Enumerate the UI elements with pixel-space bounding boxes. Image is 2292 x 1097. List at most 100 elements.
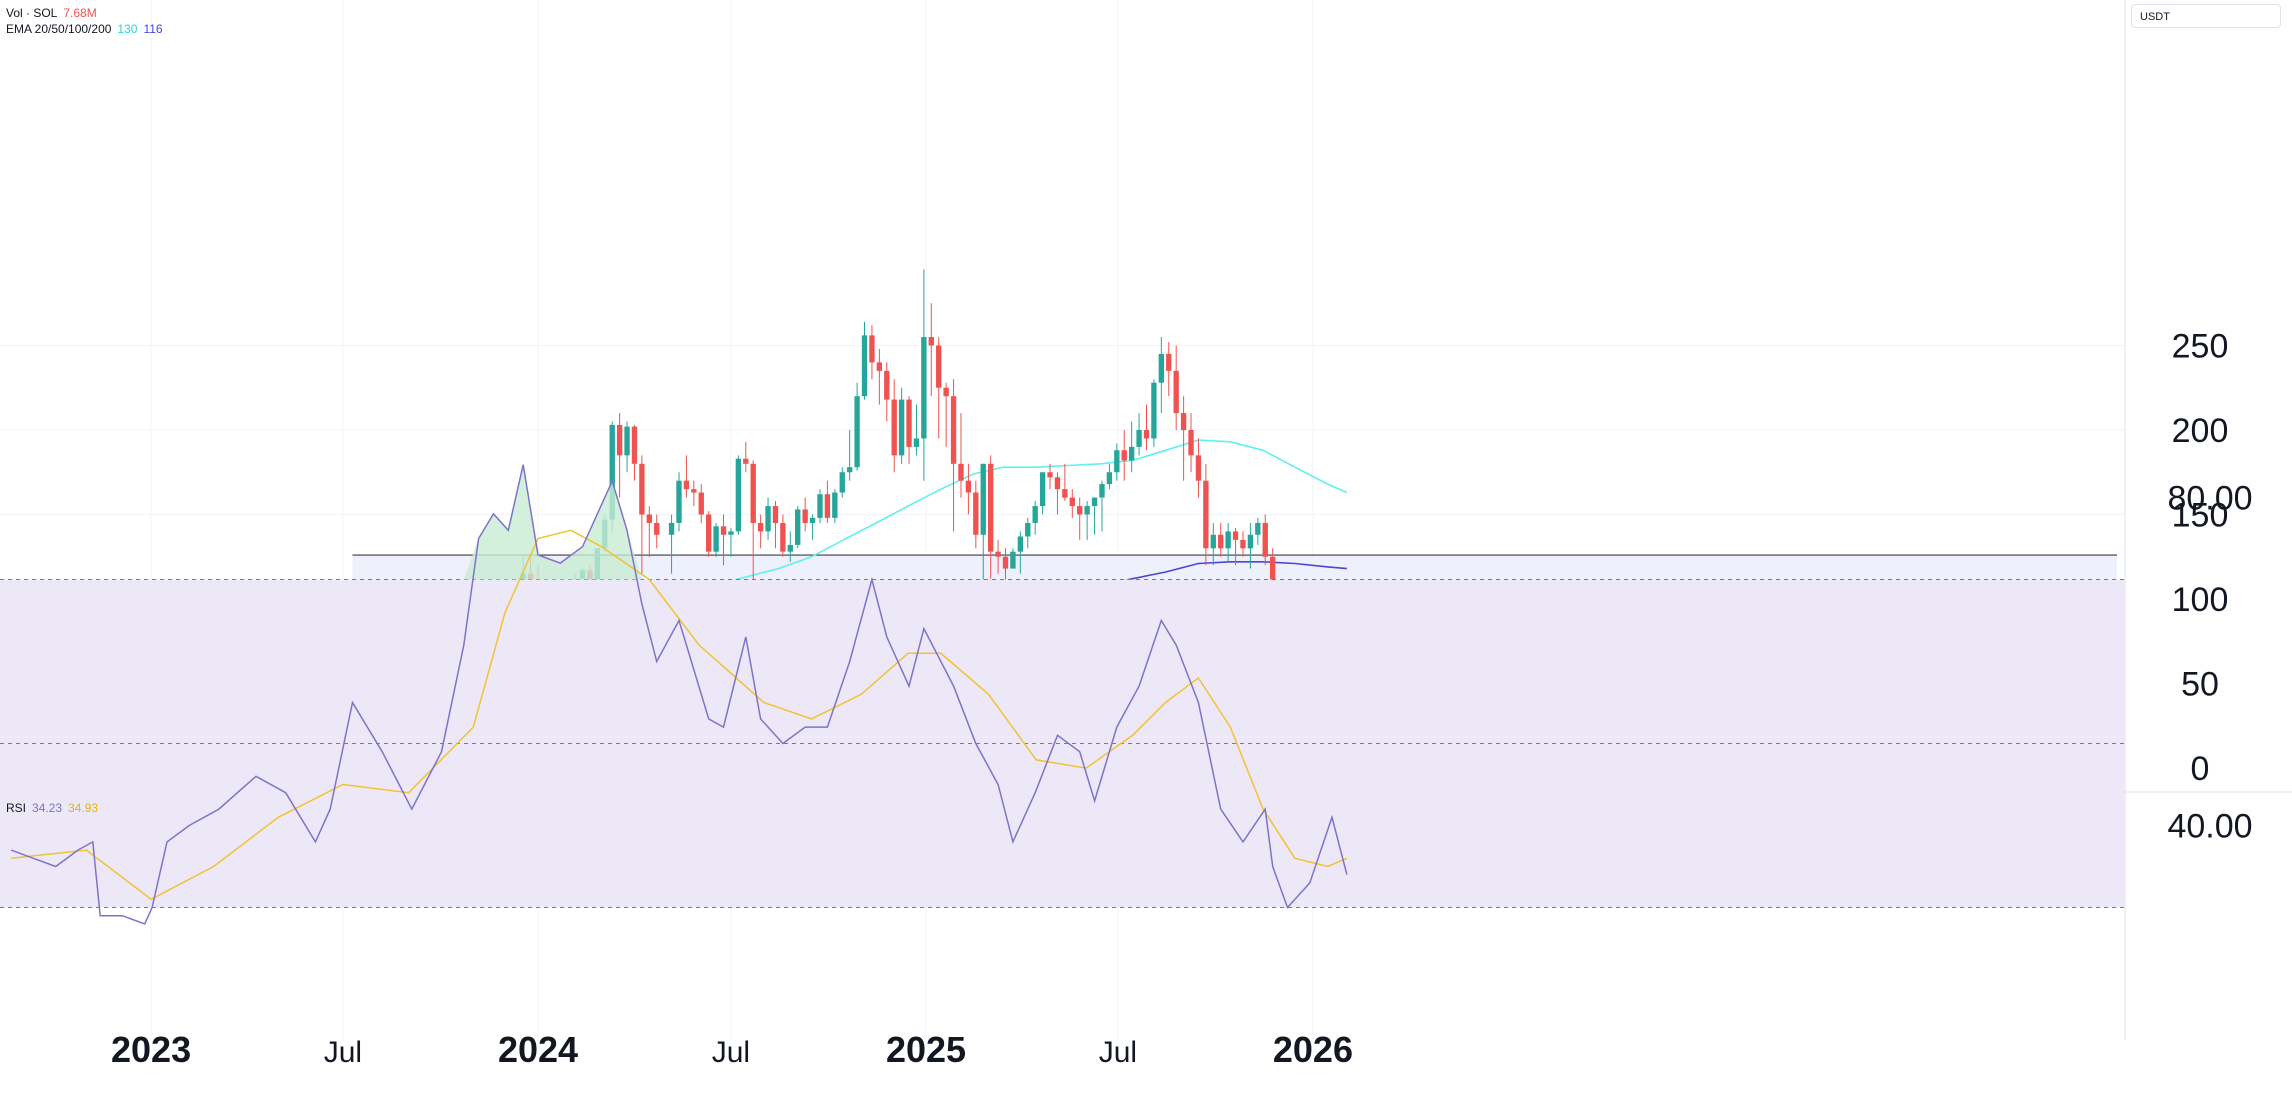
candle-body[interactable]	[706, 514, 712, 552]
time-tick-label[interactable]: 2025	[886, 1029, 966, 1070]
time-axis[interactable]: 2023 Jul 2024 Jul 2025 Jul 2026	[111, 1029, 1353, 1070]
price-tick-label[interactable]: 200	[2172, 412, 2229, 450]
candle-body[interactable]	[654, 522, 660, 535]
candle-body[interactable]	[1262, 522, 1268, 557]
candle-body[interactable]	[928, 337, 934, 346]
rsi-tick-label[interactable]: 40.00	[2167, 808, 2252, 846]
candle-body[interactable]	[832, 492, 838, 518]
price-tick-label[interactable]: 150	[2172, 497, 2229, 535]
candle-body[interactable]	[691, 489, 697, 493]
candle-body[interactable]	[646, 514, 652, 523]
candle-body[interactable]	[1151, 382, 1157, 439]
candle-body[interactable]	[898, 399, 905, 456]
candle-body[interactable]	[1173, 370, 1179, 414]
candle-body[interactable]	[1091, 497, 1098, 507]
candle-body[interactable]	[683, 480, 690, 490]
candle-body[interactable]	[913, 438, 920, 447]
candle-body[interactable]	[1025, 522, 1031, 537]
candle-body[interactable]	[780, 522, 786, 552]
currency-selector[interactable]: USDT	[2131, 4, 2281, 28]
candle-body[interactable]	[1247, 534, 1254, 549]
candle-body[interactable]	[847, 467, 853, 473]
price-axis[interactable]: 0 50 100 150 200 250	[2172, 328, 2229, 789]
candle-body[interactable]	[1240, 539, 1246, 549]
candle-body[interactable]	[1232, 531, 1239, 540]
candle-body[interactable]	[1188, 430, 1194, 456]
candle-body[interactable]	[743, 458, 749, 464]
time-tick-label[interactable]: Jul	[1099, 1036, 1137, 1069]
candle-body[interactable]	[1210, 534, 1216, 549]
candle-body[interactable]	[1255, 522, 1261, 535]
candle-body[interactable]	[906, 399, 912, 447]
candle-body[interactable]	[1017, 536, 1024, 552]
candle-body[interactable]	[1062, 489, 1068, 498]
price-tick-label[interactable]: 50	[2181, 666, 2219, 704]
candle-body[interactable]	[616, 424, 623, 456]
candle-body[interactable]	[720, 526, 727, 535]
price-tick-label[interactable]: 0	[2191, 750, 2210, 788]
time-tick-label[interactable]: Jul	[712, 1036, 750, 1069]
candle-body[interactable]	[1039, 472, 1046, 507]
rsi-legend[interactable]: RSI 34.23 34.93	[6, 801, 104, 815]
time-tick-label[interactable]: 2023	[111, 1029, 191, 1070]
candle-body[interactable]	[1218, 534, 1224, 549]
time-tick-label[interactable]: Jul	[324, 1036, 362, 1069]
rsi-line[interactable]	[10, 464, 1348, 925]
candle-body[interactable]	[1069, 497, 1075, 507]
candle-body[interactable]	[750, 463, 756, 523]
candle-body[interactable]	[1180, 413, 1187, 430]
candle-body[interactable]	[1002, 556, 1009, 569]
candle-body[interactable]	[950, 396, 957, 464]
candle-body[interactable]	[817, 494, 823, 518]
candle-body[interactable]	[1143, 430, 1150, 439]
candle-body[interactable]	[735, 458, 742, 532]
candle-body[interactable]	[973, 492, 979, 535]
rsi-tick-label[interactable]: 80.00	[2167, 480, 2252, 518]
candle-body[interactable]	[1099, 484, 1105, 498]
candle-body[interactable]	[1032, 506, 1038, 523]
candle-body[interactable]	[824, 494, 831, 518]
candle-body[interactable]	[795, 509, 801, 545]
candle-body[interactable]	[631, 426, 638, 464]
candle-body[interactable]	[639, 463, 645, 515]
rsi-pane[interactable]: 80.00 40.00	[0, 464, 2253, 925]
candle-body[interactable]	[772, 506, 779, 523]
candle-body[interactable]	[1158, 353, 1165, 383]
candle-body[interactable]	[1114, 450, 1120, 473]
candle-body[interactable]	[869, 335, 875, 363]
candle-body[interactable]	[728, 531, 734, 535]
price-tick-label[interactable]: 250	[2172, 328, 2229, 366]
time-tick-label[interactable]: 2026	[1273, 1029, 1353, 1070]
candle-body[interactable]	[965, 480, 972, 493]
candle-body[interactable]	[765, 506, 771, 532]
candle-body[interactable]	[1077, 506, 1083, 515]
candle-body[interactable]	[787, 544, 793, 552]
time-tick-label[interactable]: 2024	[498, 1029, 578, 1070]
candle-body[interactable]	[809, 517, 816, 523]
candle-body[interactable]	[1128, 446, 1135, 461]
candle-body[interactable]	[1136, 430, 1142, 447]
candle-body[interactable]	[1195, 455, 1202, 481]
candle-body[interactable]	[987, 463, 994, 552]
candle-body[interactable]	[891, 399, 897, 456]
candle-body[interactable]	[943, 387, 949, 397]
candle-body[interactable]	[698, 492, 704, 515]
candle-body[interactable]	[1010, 551, 1016, 569]
candle-body[interactable]	[1047, 472, 1053, 478]
candle-body[interactable]	[854, 396, 860, 468]
candle-body[interactable]	[1084, 506, 1090, 515]
candle-body[interactable]	[1225, 531, 1231, 549]
candle-body[interactable]	[676, 480, 682, 523]
candle-body[interactable]	[668, 522, 675, 535]
candle-body[interactable]	[757, 522, 764, 532]
candle-body[interactable]	[936, 345, 942, 388]
rsi-ma-line[interactable]	[11, 529, 1348, 901]
candle-body[interactable]	[609, 424, 615, 520]
price-tick-label[interactable]: 100	[2172, 581, 2229, 619]
candle-body[interactable]	[958, 463, 964, 481]
candle-body[interactable]	[1203, 480, 1209, 549]
candle-body[interactable]	[884, 370, 890, 400]
candle-body[interactable]	[921, 337, 927, 439]
candle-body[interactable]	[995, 551, 1001, 557]
volume-legend[interactable]: Vol · SOL 7.68M	[6, 6, 103, 20]
